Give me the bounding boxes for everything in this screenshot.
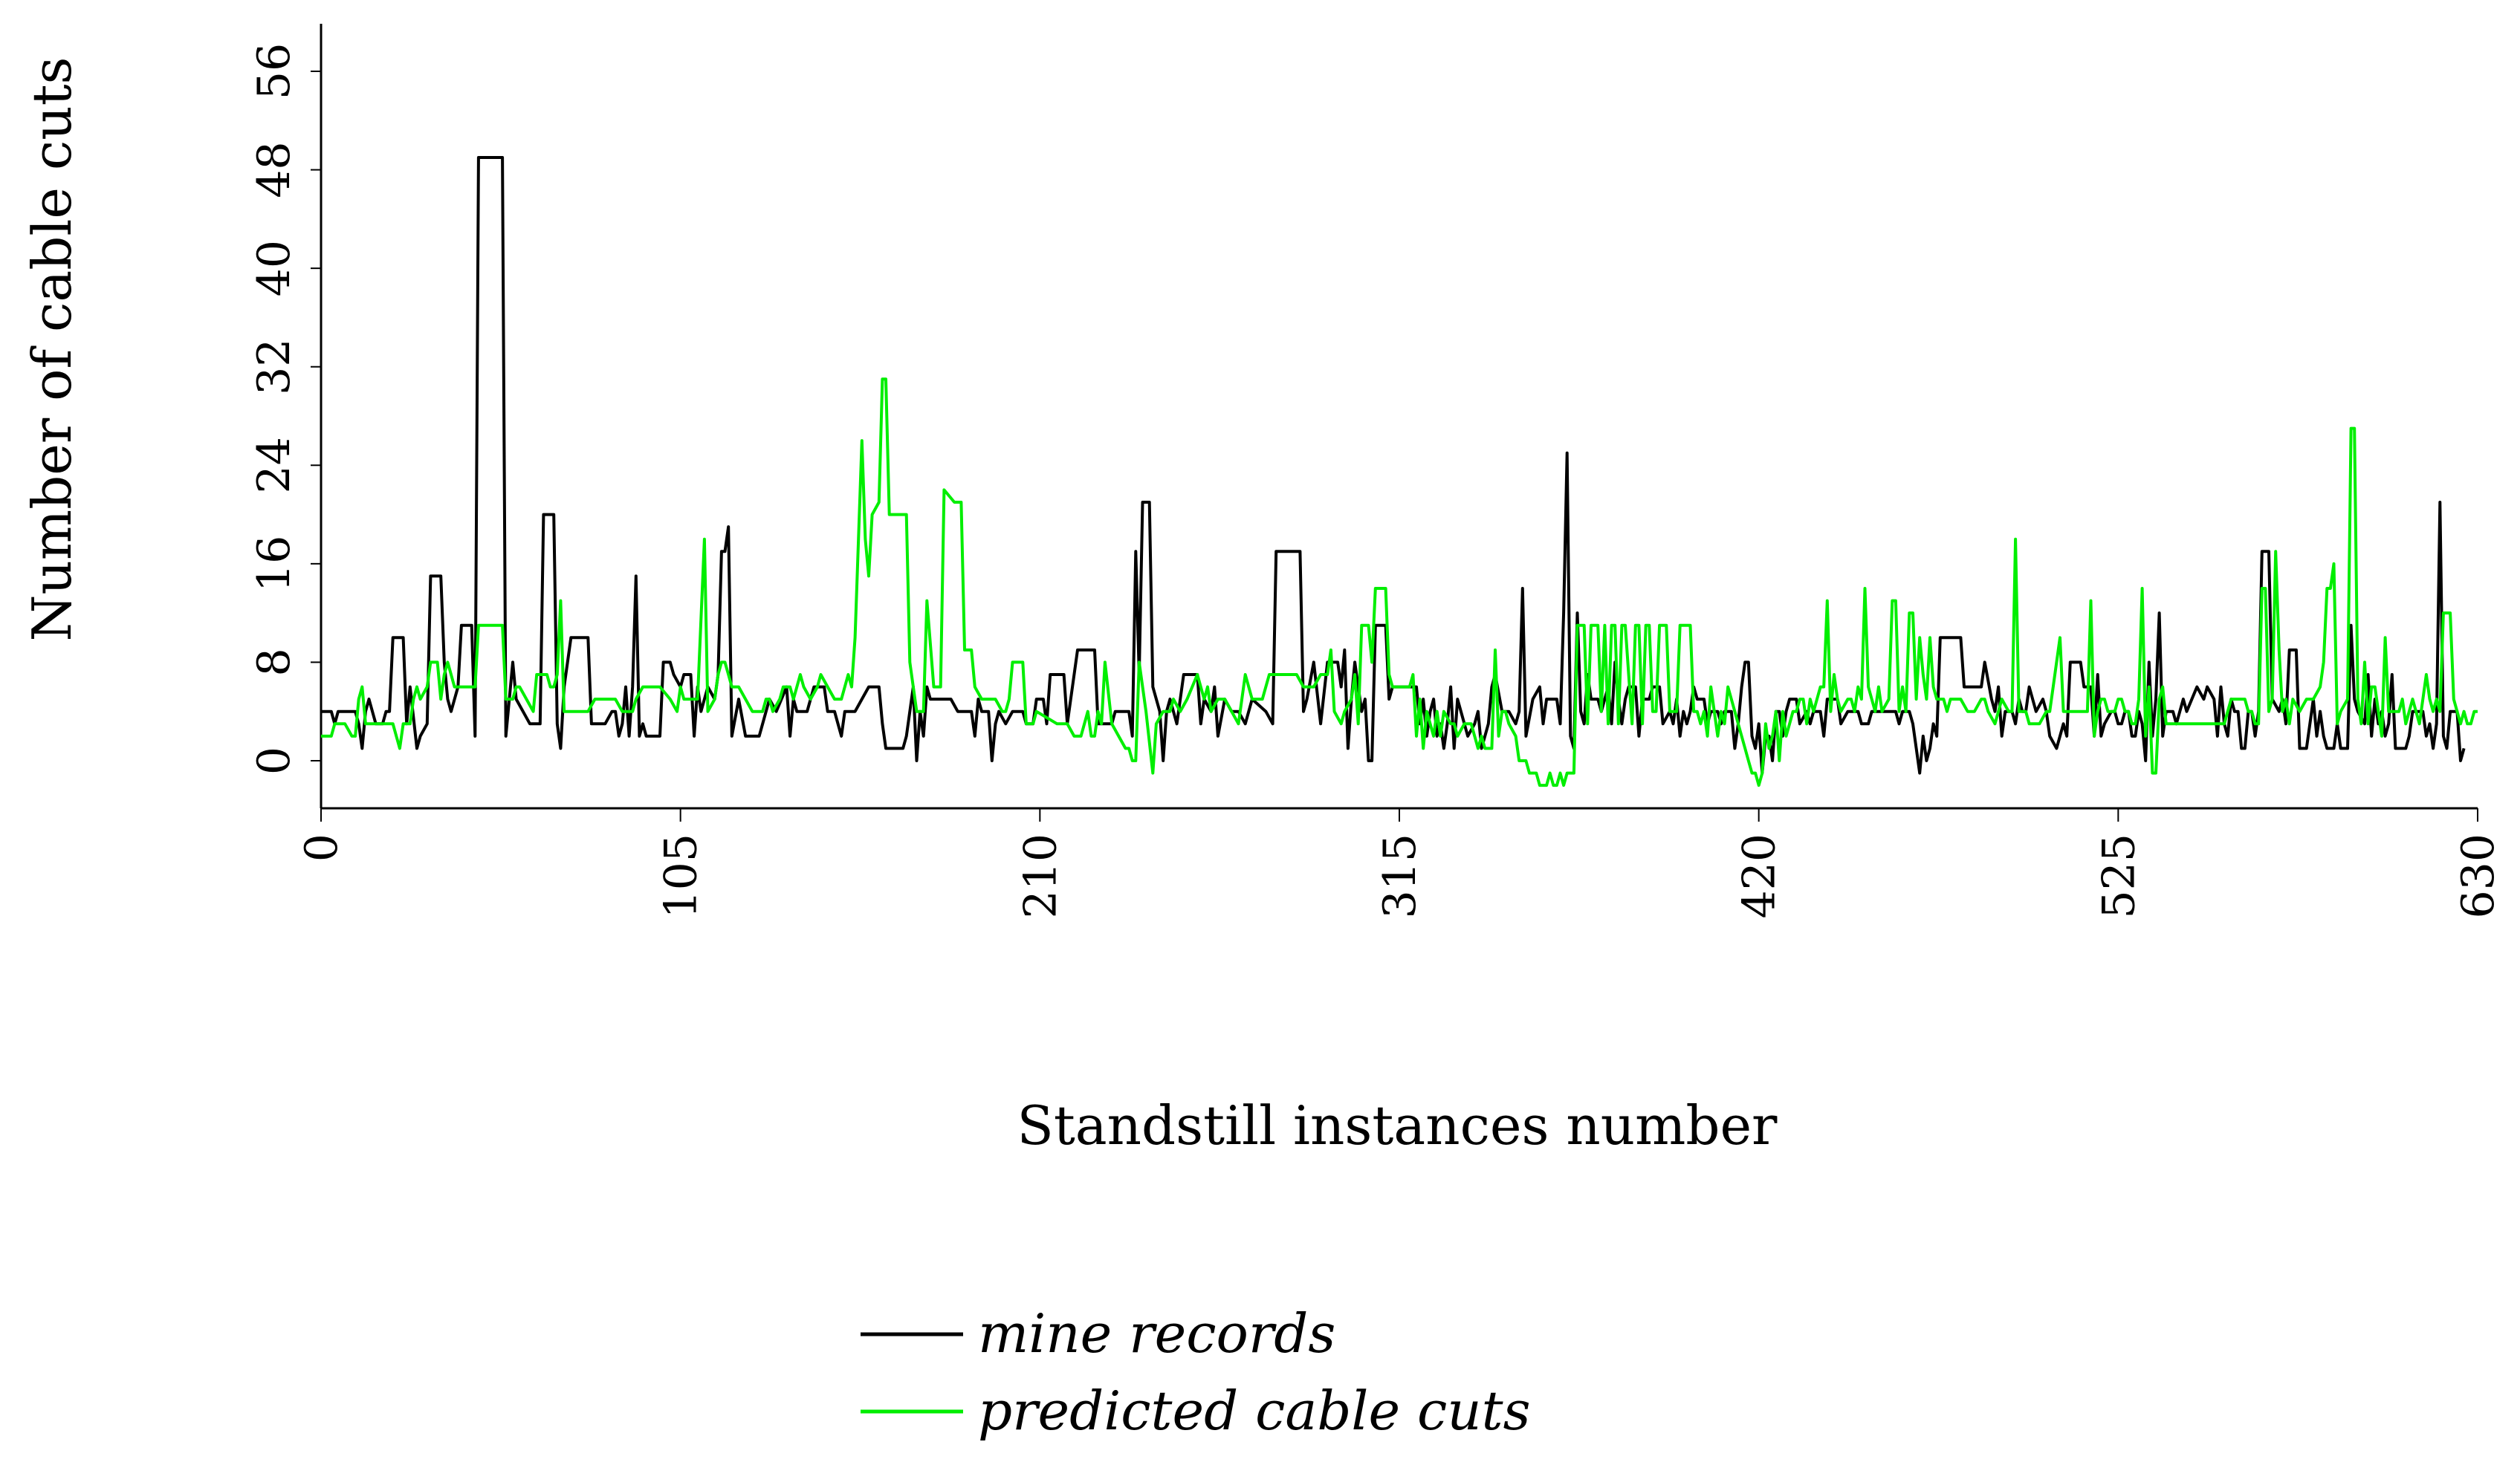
legend-label-mine-records: mine records [978, 1302, 1335, 1365]
legend: mine records predicted cable cuts [861, 1302, 1531, 1442]
x-tick-label: 0 [296, 834, 348, 862]
x-tick-label: 525 [2093, 834, 2145, 919]
series-line-mine-records [321, 156, 2466, 775]
y-axis-title: Number of cable cuts [21, 57, 83, 642]
y-ticks: 0 8 16 24 32 40 48 56 [248, 43, 321, 775]
y-tick-label: 48 [248, 141, 300, 198]
series [321, 156, 2478, 787]
y-tick-label: 32 [248, 339, 300, 395]
x-tick-label: 420 [1734, 834, 1786, 919]
x-axis-title: Standstill instances number [1017, 1094, 1778, 1157]
y-tick-label: 40 [248, 240, 300, 296]
y-tick-label: 0 [248, 747, 300, 775]
y-tick-label: 56 [248, 43, 300, 100]
legend-label-predicted: predicted cable cuts [978, 1380, 1531, 1442]
y-tick-label: 16 [248, 536, 300, 592]
x-tick-label: 105 [655, 834, 707, 919]
y-tick-label: 24 [248, 437, 300, 493]
x-tick-label: 630 [2452, 834, 2504, 919]
axes [320, 24, 2478, 810]
series-line-predicted [321, 377, 2478, 787]
x-tick-label: 315 [1374, 834, 1426, 919]
y-tick-label: 8 [248, 648, 300, 676]
x-ticks: 0 105 210 315 420 525 630 [296, 808, 2504, 919]
x-tick-label: 210 [1014, 834, 1066, 919]
